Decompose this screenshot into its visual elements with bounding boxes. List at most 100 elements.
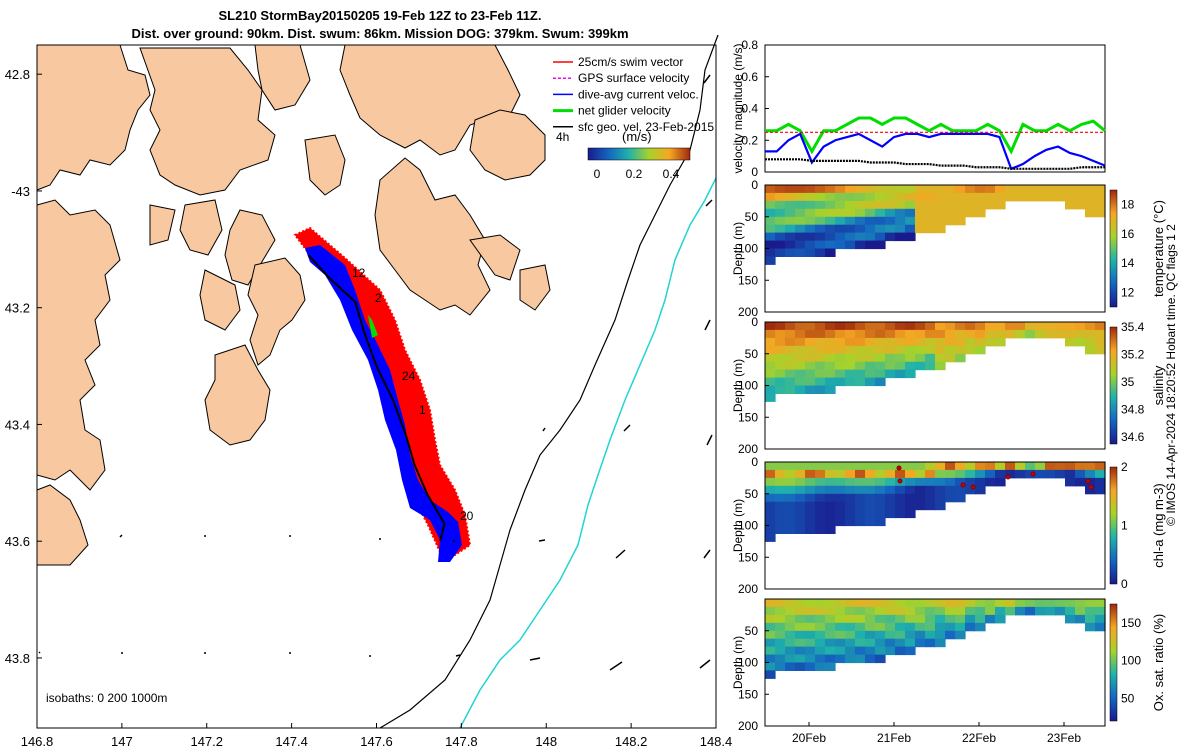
heatmap-cell xyxy=(805,638,816,648)
heatmap-cell xyxy=(795,606,806,616)
colorbar-tick-label: 18 xyxy=(1121,198,1135,212)
heatmap-cell xyxy=(915,192,926,202)
heatmap-cell xyxy=(975,329,986,339)
heatmap-cell xyxy=(925,638,936,648)
heatmap-cell xyxy=(795,599,806,608)
heatmap-cell xyxy=(905,337,916,347)
heatmap-cell xyxy=(1075,200,1086,210)
heatmap-cell xyxy=(875,224,886,234)
heatmap-cell xyxy=(855,606,866,616)
heatmap-cell xyxy=(905,477,916,487)
heatmap-cell xyxy=(935,200,946,210)
isobaths-label: isobaths: 0 200 1000m xyxy=(46,691,167,705)
sfc-geo-velocity-arrow xyxy=(542,427,546,432)
heatmap-cell xyxy=(765,337,776,347)
heatmap-cell xyxy=(775,485,786,495)
y-tick-label: 43.8 xyxy=(5,651,30,666)
heatmap-cell xyxy=(835,208,846,218)
heatmap-cell xyxy=(785,345,796,355)
heatmap-cell xyxy=(935,224,946,234)
heatmap-cell xyxy=(965,185,976,194)
heatmap-cell xyxy=(855,240,866,250)
heatmap-cell xyxy=(835,493,846,503)
heatmap-cell xyxy=(925,477,936,487)
heatmap-cell xyxy=(865,185,876,194)
heatmap-cell xyxy=(1075,614,1086,624)
heatmap-cell xyxy=(805,208,816,218)
heatmap-cell xyxy=(905,369,916,379)
heatmap-cell xyxy=(805,192,816,202)
heatmap-cell xyxy=(895,606,906,616)
y-tick-label: 43.2 xyxy=(5,301,30,316)
heatmap-cell xyxy=(805,509,816,519)
land-mass xyxy=(339,44,521,156)
heatmap-cell xyxy=(1095,477,1106,487)
heatmap-cell xyxy=(865,638,876,648)
heatmap-cell xyxy=(955,208,966,218)
heatmap-cell xyxy=(985,614,996,624)
dive-avg-current-band xyxy=(305,245,462,562)
heatmap-cell xyxy=(855,208,866,218)
heatmap-cell xyxy=(845,369,856,379)
heatmap-cell xyxy=(905,216,916,226)
heatmap-cell xyxy=(915,185,926,194)
heatmap-cell xyxy=(855,462,866,471)
heatmap-cell xyxy=(875,216,886,226)
heatmap-cell xyxy=(955,216,966,226)
heatmap-cell xyxy=(855,353,866,363)
heatmap-cell xyxy=(785,216,796,226)
heatmap-cell xyxy=(825,599,836,608)
heatmap-cell xyxy=(775,630,786,640)
heatmap-cell xyxy=(925,361,936,371)
heatmap-cell xyxy=(885,329,896,339)
heatmap-cell xyxy=(1085,345,1096,355)
heatmap-cell xyxy=(1085,462,1096,471)
heatmap-cell xyxy=(945,200,956,210)
heatmap-cell xyxy=(895,224,906,234)
heatmap-cell xyxy=(905,485,916,495)
heatmap-cell xyxy=(805,369,816,379)
heatmap-cell xyxy=(905,614,916,624)
heatmap-cell xyxy=(905,208,916,218)
heatmap-cell xyxy=(775,525,786,534)
heatmap-cell xyxy=(835,485,846,495)
velocity-y-tick-label: 0 xyxy=(751,165,758,179)
heatmap-cell xyxy=(935,345,946,355)
heatmap-cell xyxy=(955,337,966,347)
sfc-geo-velocity-arrow xyxy=(704,319,711,331)
track-time-label: 24 xyxy=(402,369,416,383)
heatmap-cell xyxy=(805,606,816,616)
heatmap-cell xyxy=(805,361,816,371)
heatmap-cell xyxy=(895,353,906,363)
heatmap-cell xyxy=(855,630,866,640)
heatmap-cell xyxy=(805,337,816,347)
heatmap-cell xyxy=(905,353,916,363)
land-mass xyxy=(139,47,276,196)
x-tick-label: 148.4 xyxy=(700,734,733,749)
heatmap-cell xyxy=(825,485,836,495)
heatmap-cell xyxy=(825,208,836,218)
sfc-geo-velocity-arrow xyxy=(623,424,631,432)
heatmap-cell xyxy=(1075,192,1086,202)
heatmap-cell xyxy=(795,345,806,355)
heatmap-cell xyxy=(825,240,836,250)
heatmap-cell xyxy=(1045,606,1056,616)
heatmap-cell xyxy=(1075,477,1086,487)
heatmap-cell xyxy=(765,493,776,503)
heatmap-cell xyxy=(1015,469,1026,479)
heatmap-cell xyxy=(975,345,986,355)
heatmap-cell xyxy=(995,322,1006,331)
land-mass xyxy=(36,44,151,191)
heatmap-cell xyxy=(835,477,846,487)
heatmap-cell xyxy=(805,385,816,394)
heatmap-cell xyxy=(775,240,786,250)
heatmap-cell xyxy=(785,630,796,640)
heatmap-cell xyxy=(915,493,926,503)
heatmap-cell xyxy=(825,614,836,624)
heatmap-cell xyxy=(775,662,786,671)
heatmap-cell xyxy=(1095,622,1106,632)
heatmap-cell xyxy=(775,322,786,331)
heatmap-cell xyxy=(905,322,916,331)
heatmap-cell xyxy=(825,385,836,394)
